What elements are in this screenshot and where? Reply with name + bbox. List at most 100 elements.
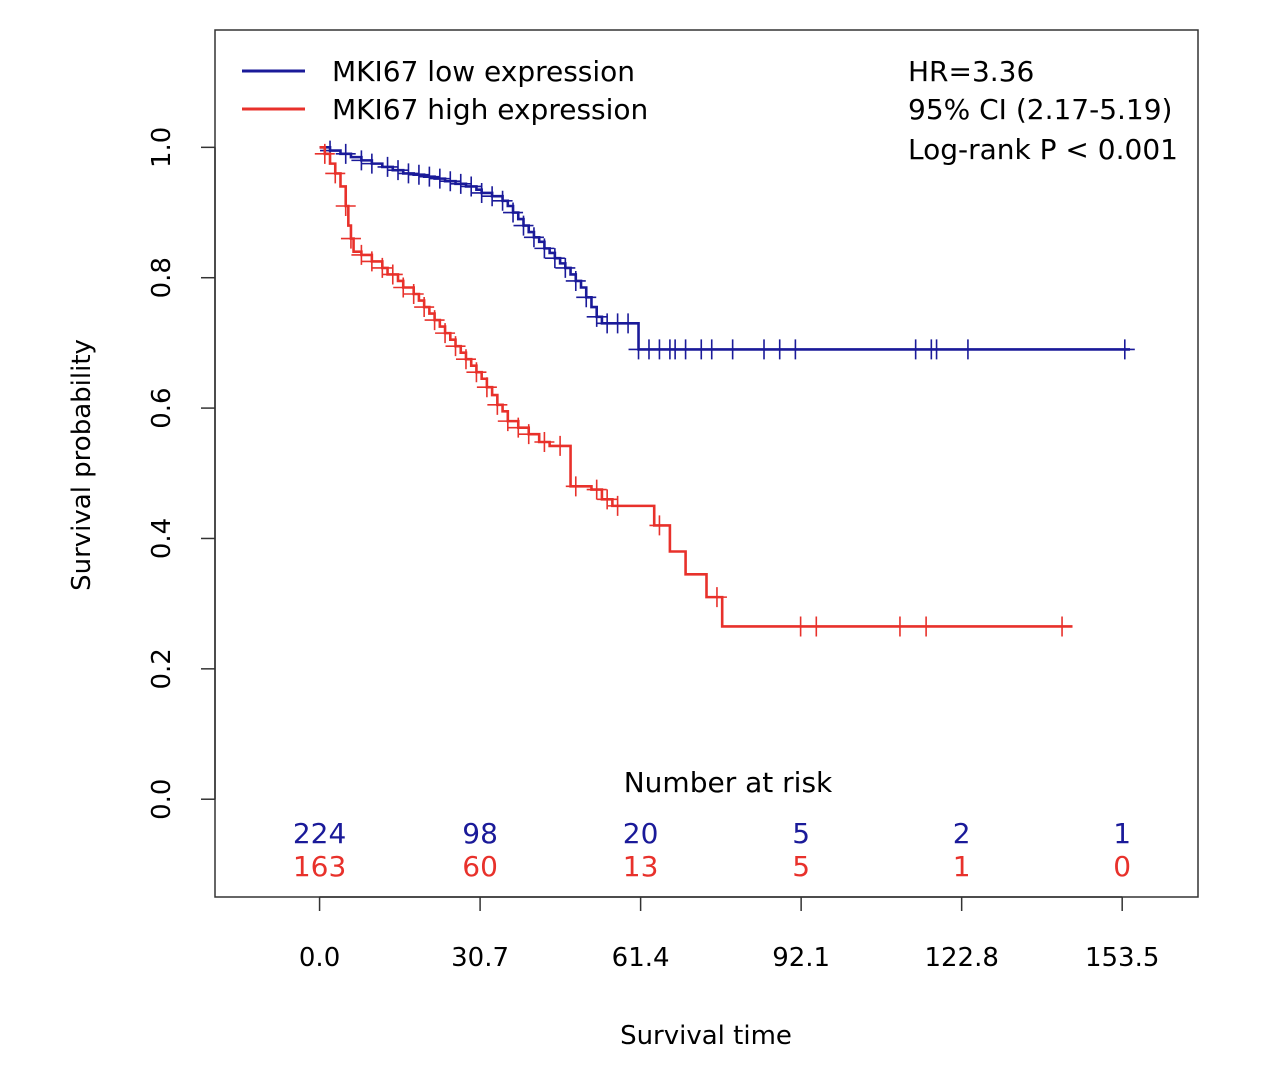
- y-tick-label: 0.6: [147, 387, 177, 428]
- risk-count-low: 224: [293, 817, 346, 850]
- y-axis-title: Survival probability: [67, 339, 97, 591]
- censor-mark: [377, 156, 398, 177]
- censor-mark: [550, 435, 571, 456]
- censor-mark: [555, 257, 576, 278]
- censor-mark: [722, 339, 743, 360]
- legend-label-low: MKI67 low expression: [332, 55, 635, 88]
- censor-mark: [1052, 616, 1073, 637]
- risk-count-high: 1: [953, 850, 971, 883]
- censor-mark: [414, 297, 435, 318]
- censor-mark: [785, 339, 806, 360]
- censor-mark: [335, 196, 356, 217]
- censor-mark: [618, 313, 639, 334]
- y-tick-label: 0.4: [147, 518, 177, 559]
- y-tick-label: 0.8: [147, 257, 177, 298]
- censor-mark: [534, 431, 555, 452]
- censor-mark: [476, 377, 497, 398]
- survival-step-line: [319, 146, 1073, 628]
- censor-mark: [429, 168, 450, 189]
- censor-mark: [503, 202, 524, 223]
- hazard-ratio-text: HR=3.36: [908, 55, 1034, 88]
- risk-table-title: Number at risk: [624, 766, 833, 799]
- censor-mark: [440, 171, 461, 192]
- censor-mark: [393, 277, 414, 298]
- censor-mark: [424, 310, 445, 331]
- censor-mark: [597, 489, 618, 510]
- censor-mark: [565, 270, 586, 291]
- censor-mark: [1114, 339, 1135, 360]
- censor-mark: [916, 616, 937, 637]
- censor-mark: [586, 479, 607, 500]
- censor-mark: [518, 424, 539, 445]
- risk-count-low: 98: [462, 817, 498, 850]
- censor-mark: [466, 362, 487, 383]
- censor-mark: [382, 264, 403, 285]
- censor-mark: [701, 339, 722, 360]
- censor-mark: [544, 248, 565, 269]
- censor-mark: [398, 163, 419, 184]
- censor-mark: [649, 515, 670, 536]
- x-tick-label: 61.4: [612, 943, 670, 973]
- censor-mark: [497, 411, 518, 432]
- x-tick-label: 30.7: [451, 943, 509, 973]
- censor-mark: [576, 287, 597, 308]
- censor-mark: [361, 251, 382, 272]
- series-high-expression: [314, 143, 1073, 637]
- censor-mark: [806, 616, 827, 637]
- legend: MKI67 low expression MKI67 high expressi…: [242, 55, 648, 126]
- survival-step-line: [319, 146, 1131, 351]
- censor-mark: [361, 153, 382, 174]
- risk-count-low: 20: [623, 817, 659, 850]
- survival-curves: [314, 140, 1135, 637]
- censor-mark: [408, 164, 429, 185]
- censor-mark: [487, 394, 508, 415]
- censor-mark: [335, 143, 356, 164]
- censor-mark: [403, 284, 424, 305]
- censor-mark: [419, 166, 440, 187]
- censor-mark: [471, 182, 492, 203]
- risk-count-high: 13: [623, 850, 659, 883]
- censor-mark: [314, 143, 335, 164]
- censor-mark: [388, 160, 409, 181]
- y-tick-label: 0.0: [147, 779, 177, 820]
- series-low-expression: [319, 140, 1135, 360]
- x-axis: 0.0 30.7 61.4 92.1 122.8 153.5: [299, 896, 1159, 973]
- censor-mark: [889, 616, 910, 637]
- censor-mark: [508, 417, 529, 438]
- censor-mark: [513, 215, 534, 236]
- y-axis: 0.0 0.2 0.4 0.6 0.8 1.0: [147, 127, 216, 820]
- x-tick-label: 122.8: [924, 943, 998, 973]
- censor-mark: [492, 190, 513, 211]
- censor-mark: [461, 176, 482, 197]
- censor-mark: [340, 228, 361, 249]
- risk-count-high: 163: [293, 850, 346, 883]
- censor-mark: [926, 339, 947, 360]
- censor-mark: [706, 587, 727, 608]
- censor-mark: [445, 336, 466, 357]
- censor-mark: [450, 173, 471, 194]
- risk-count-high: 5: [792, 850, 810, 883]
- risk-count-low: 2: [953, 817, 971, 850]
- x-tick-label: 153.5: [1085, 943, 1159, 973]
- censor-mark: [607, 495, 628, 516]
- risk-count-low: 5: [792, 817, 810, 850]
- x-tick-label: 92.1: [772, 943, 830, 973]
- censor-mark: [455, 349, 476, 370]
- censor-mark: [482, 186, 503, 207]
- censor-mark: [351, 244, 372, 265]
- risk-count-high: 60: [462, 850, 498, 883]
- censor-mark: [957, 339, 978, 360]
- x-tick-label: 0.0: [299, 943, 340, 973]
- censor-mark: [435, 323, 456, 344]
- censor-mark: [523, 227, 544, 248]
- censor-mark: [534, 238, 555, 259]
- censor-mark: [351, 150, 372, 171]
- statistics-annotation: HR=3.36 95% CI (2.17-5.19) Log-rank P < …: [908, 55, 1178, 166]
- risk-count-low: 1: [1113, 817, 1131, 850]
- confidence-interval-text: 95% CI (2.17-5.19): [908, 93, 1172, 126]
- y-tick-label: 1.0: [147, 127, 177, 168]
- censor-mark: [372, 257, 393, 278]
- censor-mark: [586, 306, 607, 327]
